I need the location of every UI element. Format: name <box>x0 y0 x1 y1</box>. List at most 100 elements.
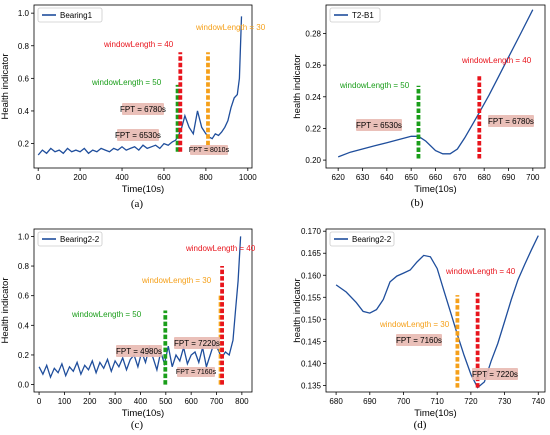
x-tick-label: 700 <box>210 397 224 406</box>
x-tick-label: 730 <box>498 397 512 406</box>
marker-label: windowLength = 30 <box>379 320 450 329</box>
x-tick-label: 800 <box>199 173 213 182</box>
legend-entry: T2-B1 <box>352 11 374 20</box>
legend-entry: Bearing2-2 <box>352 235 392 244</box>
y-tick-label: 0.145 <box>301 337 322 346</box>
x-tick-label: 680 <box>477 173 491 182</box>
fpt-label: FPT = 6780s <box>120 105 166 114</box>
x-tick-label: 690 <box>502 173 516 182</box>
y-axis-label: Health indicator <box>0 53 11 119</box>
marker-label: windowLength = 40 <box>445 267 516 276</box>
marker-label: windowLength = 50 <box>71 310 142 319</box>
y-tick-label: 0.2 <box>18 140 30 149</box>
x-tick-label: 500 <box>159 397 173 406</box>
x-tick-label: 650 <box>404 173 418 182</box>
legend-box <box>329 7 381 23</box>
x-tick-label: 680 <box>329 397 343 406</box>
fpt-label: FPT = 4980s <box>116 347 162 356</box>
y-tick-label: 0.2 <box>18 351 30 360</box>
panel-4: 680 690 700 710 720 730 740 0.135 0.140 0.145 0.15… <box>292 227 545 419</box>
x-tick-label: 400 <box>134 397 148 406</box>
series-line <box>37 16 243 156</box>
legend-box <box>37 7 103 23</box>
x-tick-label: 800 <box>235 397 249 406</box>
y-tick-label: 0.20 <box>305 156 321 165</box>
legend-box <box>329 231 395 247</box>
fpt-label: FPT = 7220s <box>174 339 220 348</box>
fpt-label: FPT = 6530s <box>115 131 161 140</box>
y-tick-label: 0.28 <box>305 29 321 38</box>
y-tick-label: 0.22 <box>305 124 321 133</box>
x-tick-label: 660 <box>429 173 443 182</box>
x-axis-label: Time(10s) <box>414 408 456 419</box>
legend-box <box>37 231 103 247</box>
x-tick-label: 600 <box>184 397 198 406</box>
y-tick-label: 0.165 <box>301 249 322 258</box>
x-tick-label: 620 <box>331 173 345 182</box>
x-tick-label: 200 <box>73 173 87 182</box>
marker-label: windowLength = 50 <box>91 78 162 87</box>
marker-label: windowLength = 40 <box>103 40 174 49</box>
x-tick-label: 400 <box>115 173 129 182</box>
marker-label: windowLength = 30 <box>195 23 266 32</box>
x-axis-label: Time(10s) <box>122 184 164 195</box>
x-tick-label: 300 <box>108 397 122 406</box>
x-tick-label: 710 <box>431 397 445 406</box>
marker-label: windowLength = 50 <box>339 81 410 90</box>
y-tick-label: 0.160 <box>301 271 322 280</box>
panel-3: 0 100 200 300 400 500 600 700 800 0.0 0.2 0.4 0.6 0.8… <box>0 228 256 419</box>
y-tick-label: 0.4 <box>18 321 30 330</box>
marker-label: windowLength = 30 <box>141 276 212 285</box>
fpt-label-box <box>117 129 159 141</box>
y-tick-label: 0.4 <box>18 107 30 116</box>
x-axis-label: Time(10s) <box>122 408 164 419</box>
y-tick-label: 0.6 <box>18 74 30 83</box>
marker-label: windowLength = 40 <box>185 244 256 253</box>
x-tick-label: 670 <box>453 173 467 182</box>
plot-frame <box>33 228 253 393</box>
fpt-label: FPT = 7220s <box>472 370 518 379</box>
x-tick-label: 0 <box>36 173 41 182</box>
fpt-label: FPT = 7160s <box>396 336 442 345</box>
fpt-label-box <box>177 367 215 377</box>
y-tick-label: 1.0 <box>18 9 30 18</box>
y-axis-label: Health indicator <box>0 277 11 343</box>
y-tick-label: 0.135 <box>301 381 322 390</box>
panel-label-b: (b) <box>410 197 424 209</box>
x-tick-label: 720 <box>464 397 478 406</box>
legend-entry: Bearing2-2 <box>60 235 100 244</box>
fpt-label-box <box>488 115 534 127</box>
y-tick-label: 0.26 <box>305 61 321 70</box>
y-axis-label: health indicator <box>292 278 303 342</box>
panel-2: 620 630 640 650 660 670 680 690 700 0.20 0.22 0.24 0… <box>292 4 546 195</box>
series-line <box>337 9 534 158</box>
fpt-label-box <box>356 119 402 131</box>
x-tick-label: 700 <box>526 173 540 182</box>
x-tick-label: 700 <box>397 397 411 406</box>
marker-label: windowLength = 40 <box>461 56 532 65</box>
fpt-label: FPT = 6530s <box>356 121 402 130</box>
panel-label-d: (d) <box>413 419 427 431</box>
y-tick-label: 0.170 <box>301 227 322 236</box>
fpt-label-box <box>396 334 442 346</box>
series-line <box>335 235 539 389</box>
fpt-label: FPT = 6780s <box>488 117 534 126</box>
y-tick-label: 1.0 <box>18 232 30 241</box>
fpt-label-box <box>472 368 518 380</box>
x-tick-label: 690 <box>363 397 377 406</box>
y-tick-label: 0.6 <box>18 292 30 301</box>
x-tick-label: 630 <box>356 173 370 182</box>
y-tick-label: 0.0 <box>18 381 30 390</box>
fpt-label: FPT = 7160s <box>176 369 217 376</box>
y-tick-label: 0.150 <box>301 315 322 324</box>
y-tick-label: 0.24 <box>305 93 321 102</box>
y-axis-label: health indicator <box>292 54 303 118</box>
panel-label-a: (a) <box>130 198 144 210</box>
x-tick-label: 640 <box>380 173 394 182</box>
x-tick-label: 200 <box>83 397 97 406</box>
x-tick-label: 740 <box>532 397 546 406</box>
x-tick-label: 100 <box>58 397 72 406</box>
x-tick-label: 0 <box>37 397 42 406</box>
fpt-label-box <box>190 145 228 155</box>
